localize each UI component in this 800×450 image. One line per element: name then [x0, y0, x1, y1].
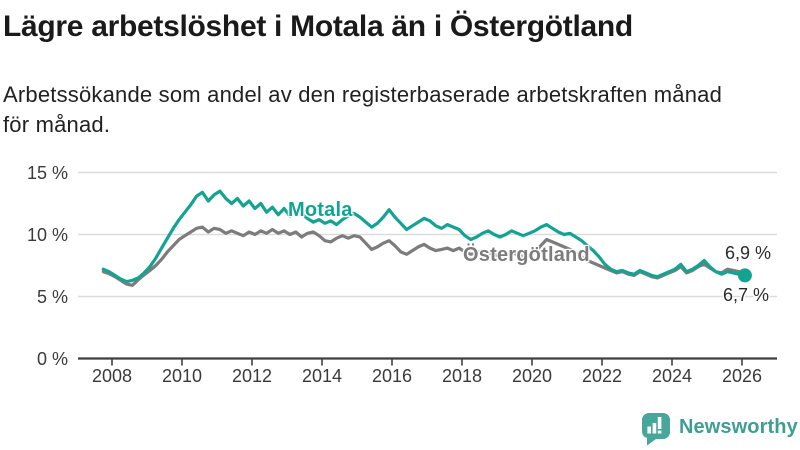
- page-title: Lägre arbetslöshet i Motala än i Östergö…: [3, 10, 633, 43]
- x-tick-label-2008: 2008: [92, 366, 132, 386]
- series-label-ostergotland: Östergötland: [463, 244, 590, 266]
- series-line-östergötland: [101, 225, 747, 287]
- bar-2: [652, 423, 657, 434]
- bar-3-exclamation: [657, 417, 662, 429]
- brand-wordmark: Newsworthy: [679, 416, 798, 438]
- x-tick-label-2022: 2022: [582, 366, 622, 386]
- series-lines: [101, 189, 752, 287]
- x-tick-label-2012: 2012: [232, 366, 272, 386]
- x-tick-label-2026: 2026: [722, 366, 762, 386]
- x-axis: 2008 2010 2012 2014 2016 2018 2020 2022 2024 2026: [78, 357, 777, 386]
- y-tick-label: 5 %: [37, 287, 68, 307]
- subtitle-line-2: för månad.: [3, 112, 111, 137]
- newsworthy-bubble-chart-icon: [642, 413, 670, 446]
- series-end-dot-motala: [737, 268, 752, 283]
- x-tick-label-2016: 2016: [372, 366, 412, 386]
- x-tick-label-2014: 2014: [302, 366, 342, 386]
- subtitle-line-1: Arbetssökande som andel av den registerb…: [3, 82, 723, 107]
- chart-subtitle: Arbetssökande som andel av den registerb…: [3, 80, 797, 140]
- x-tick-label-2018: 2018: [442, 366, 482, 386]
- end-value-ostergotland: 6,9 %: [725, 243, 772, 263]
- gridlines: [78, 171, 777, 298]
- x-tick-label-2020: 2020: [512, 366, 552, 386]
- y-tick-label: 15 %: [27, 163, 68, 183]
- y-tick-label: 0 %: [37, 349, 68, 369]
- newsworthy-logo: Newsworthy: [641, 412, 798, 448]
- series-line-motala: [101, 189, 747, 284]
- end-value-motala: 6,7 %: [723, 285, 770, 305]
- x-tick-label-2010: 2010: [162, 366, 202, 386]
- bar-1: [647, 426, 651, 434]
- x-tick-label-2024: 2024: [652, 366, 692, 386]
- y-axis-labels: 15 % 10 % 5 % 0 %: [27, 163, 68, 369]
- exclamation-dot: [657, 430, 662, 434]
- series-label-motala: Motala: [288, 199, 353, 221]
- y-tick-label: 10 %: [27, 225, 68, 245]
